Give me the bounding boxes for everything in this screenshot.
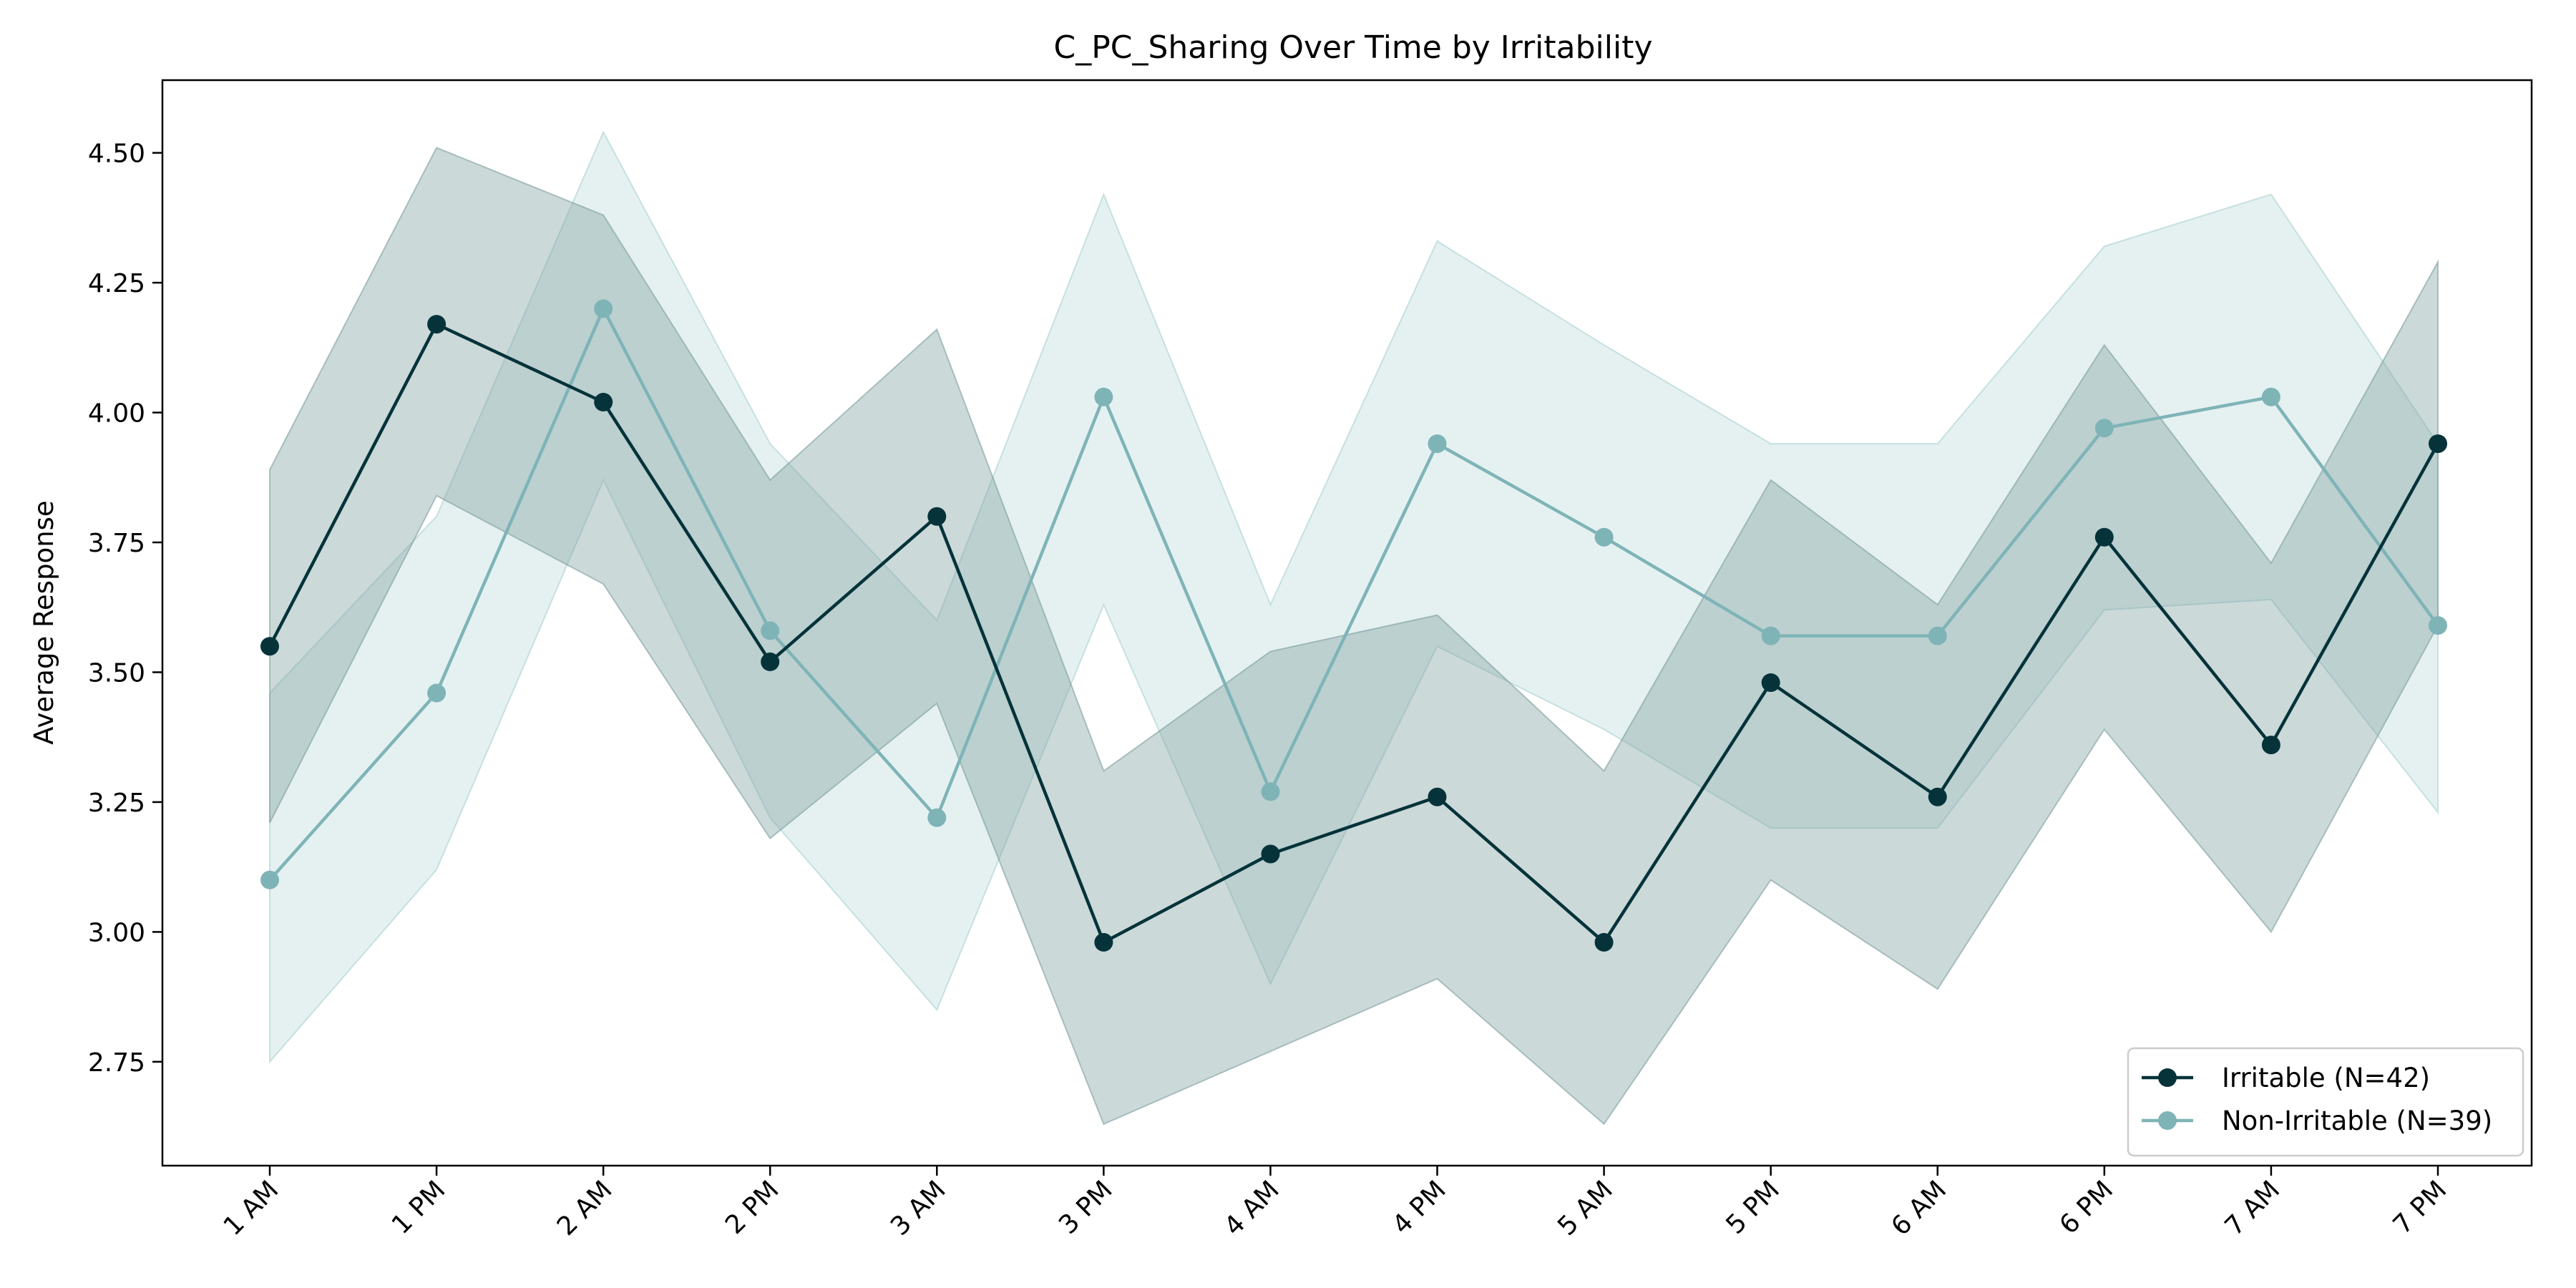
data-point-series-1-6: [1261, 844, 1280, 864]
legend-label-non-irritable: Non-Irritable (N=39): [2222, 1106, 2492, 1136]
data-point-series-2-0: [260, 870, 279, 889]
data-point-series-2-4: [927, 808, 947, 827]
y-tick-label: 2.75: [88, 1048, 145, 1078]
data-point-series-1-10: [1928, 787, 1947, 806]
data-point-series-1-5: [1094, 932, 1113, 952]
data-point-series-2-5: [1094, 387, 1113, 406]
data-point-series-1-7: [1428, 787, 1447, 806]
data-point-series-1-12: [2261, 736, 2280, 755]
series-lines: [268, 307, 2439, 945]
data-point-series-1-11: [2094, 527, 2114, 547]
y-tick-label: 3.25: [88, 789, 145, 818]
data-points: [260, 299, 2447, 952]
y-tick-label: 3.00: [88, 918, 145, 947]
data-point-series-2-7: [1428, 434, 1447, 454]
y-tick-label: 3.50: [88, 658, 145, 688]
legend: Irritable (N=42) Non-Irritable (N=39): [2127, 1047, 2524, 1157]
data-point-series-2-1: [427, 683, 447, 703]
data-point-series-2-6: [1261, 782, 1280, 801]
plot-frame: [161, 79, 2533, 1167]
legend-box: [2127, 1047, 2524, 1157]
data-point-series-2-10: [1928, 626, 1947, 645]
y-tick-label: 3.75: [88, 529, 145, 558]
data-point-series-2-3: [761, 621, 780, 640]
series-line-1: [268, 322, 2439, 945]
data-point-series-2-2: [594, 299, 613, 318]
data-point-series-1-2: [594, 393, 613, 411]
legend-marker-irritable: [2158, 1068, 2177, 1087]
data-point-series-2-9: [1761, 626, 1780, 645]
y-tick-label: 4.25: [88, 269, 145, 298]
data-point-series-1-8: [1594, 932, 1614, 952]
legend-marker-non-irritable: [2158, 1111, 2177, 1130]
data-point-series-2-8: [1594, 527, 1614, 547]
y-axis: 2.75 3.00 3.25 3.50 3.75 4.00 4.25 4.50: [88, 140, 162, 1078]
data-point-series-1-0: [260, 637, 279, 656]
legend-label-irritable: Irritable (N=42): [2222, 1063, 2430, 1093]
series-line-2: [268, 307, 2439, 882]
y-tick-label: 4.00: [88, 399, 145, 429]
confidence-bands: [269, 130, 2439, 1126]
y-tick-label: 4.50: [88, 140, 145, 169]
data-point-series-1-13: [2429, 434, 2447, 454]
confidence-band-series-2: [269, 130, 2439, 1064]
data-point-series-2-11: [2094, 419, 2114, 438]
data-point-series-1-9: [1761, 673, 1780, 692]
data-point-series-2-12: [2261, 387, 2280, 406]
data-point-series-1-3: [761, 652, 780, 671]
data-point-series-1-4: [927, 507, 947, 526]
data-point-series-1-1: [427, 315, 447, 334]
chart-title: C_PC_Sharing Over Time by Irritability: [1053, 29, 1652, 66]
y-axis-title: Average Response: [29, 500, 59, 744]
data-point-series-2-13: [2429, 616, 2447, 635]
